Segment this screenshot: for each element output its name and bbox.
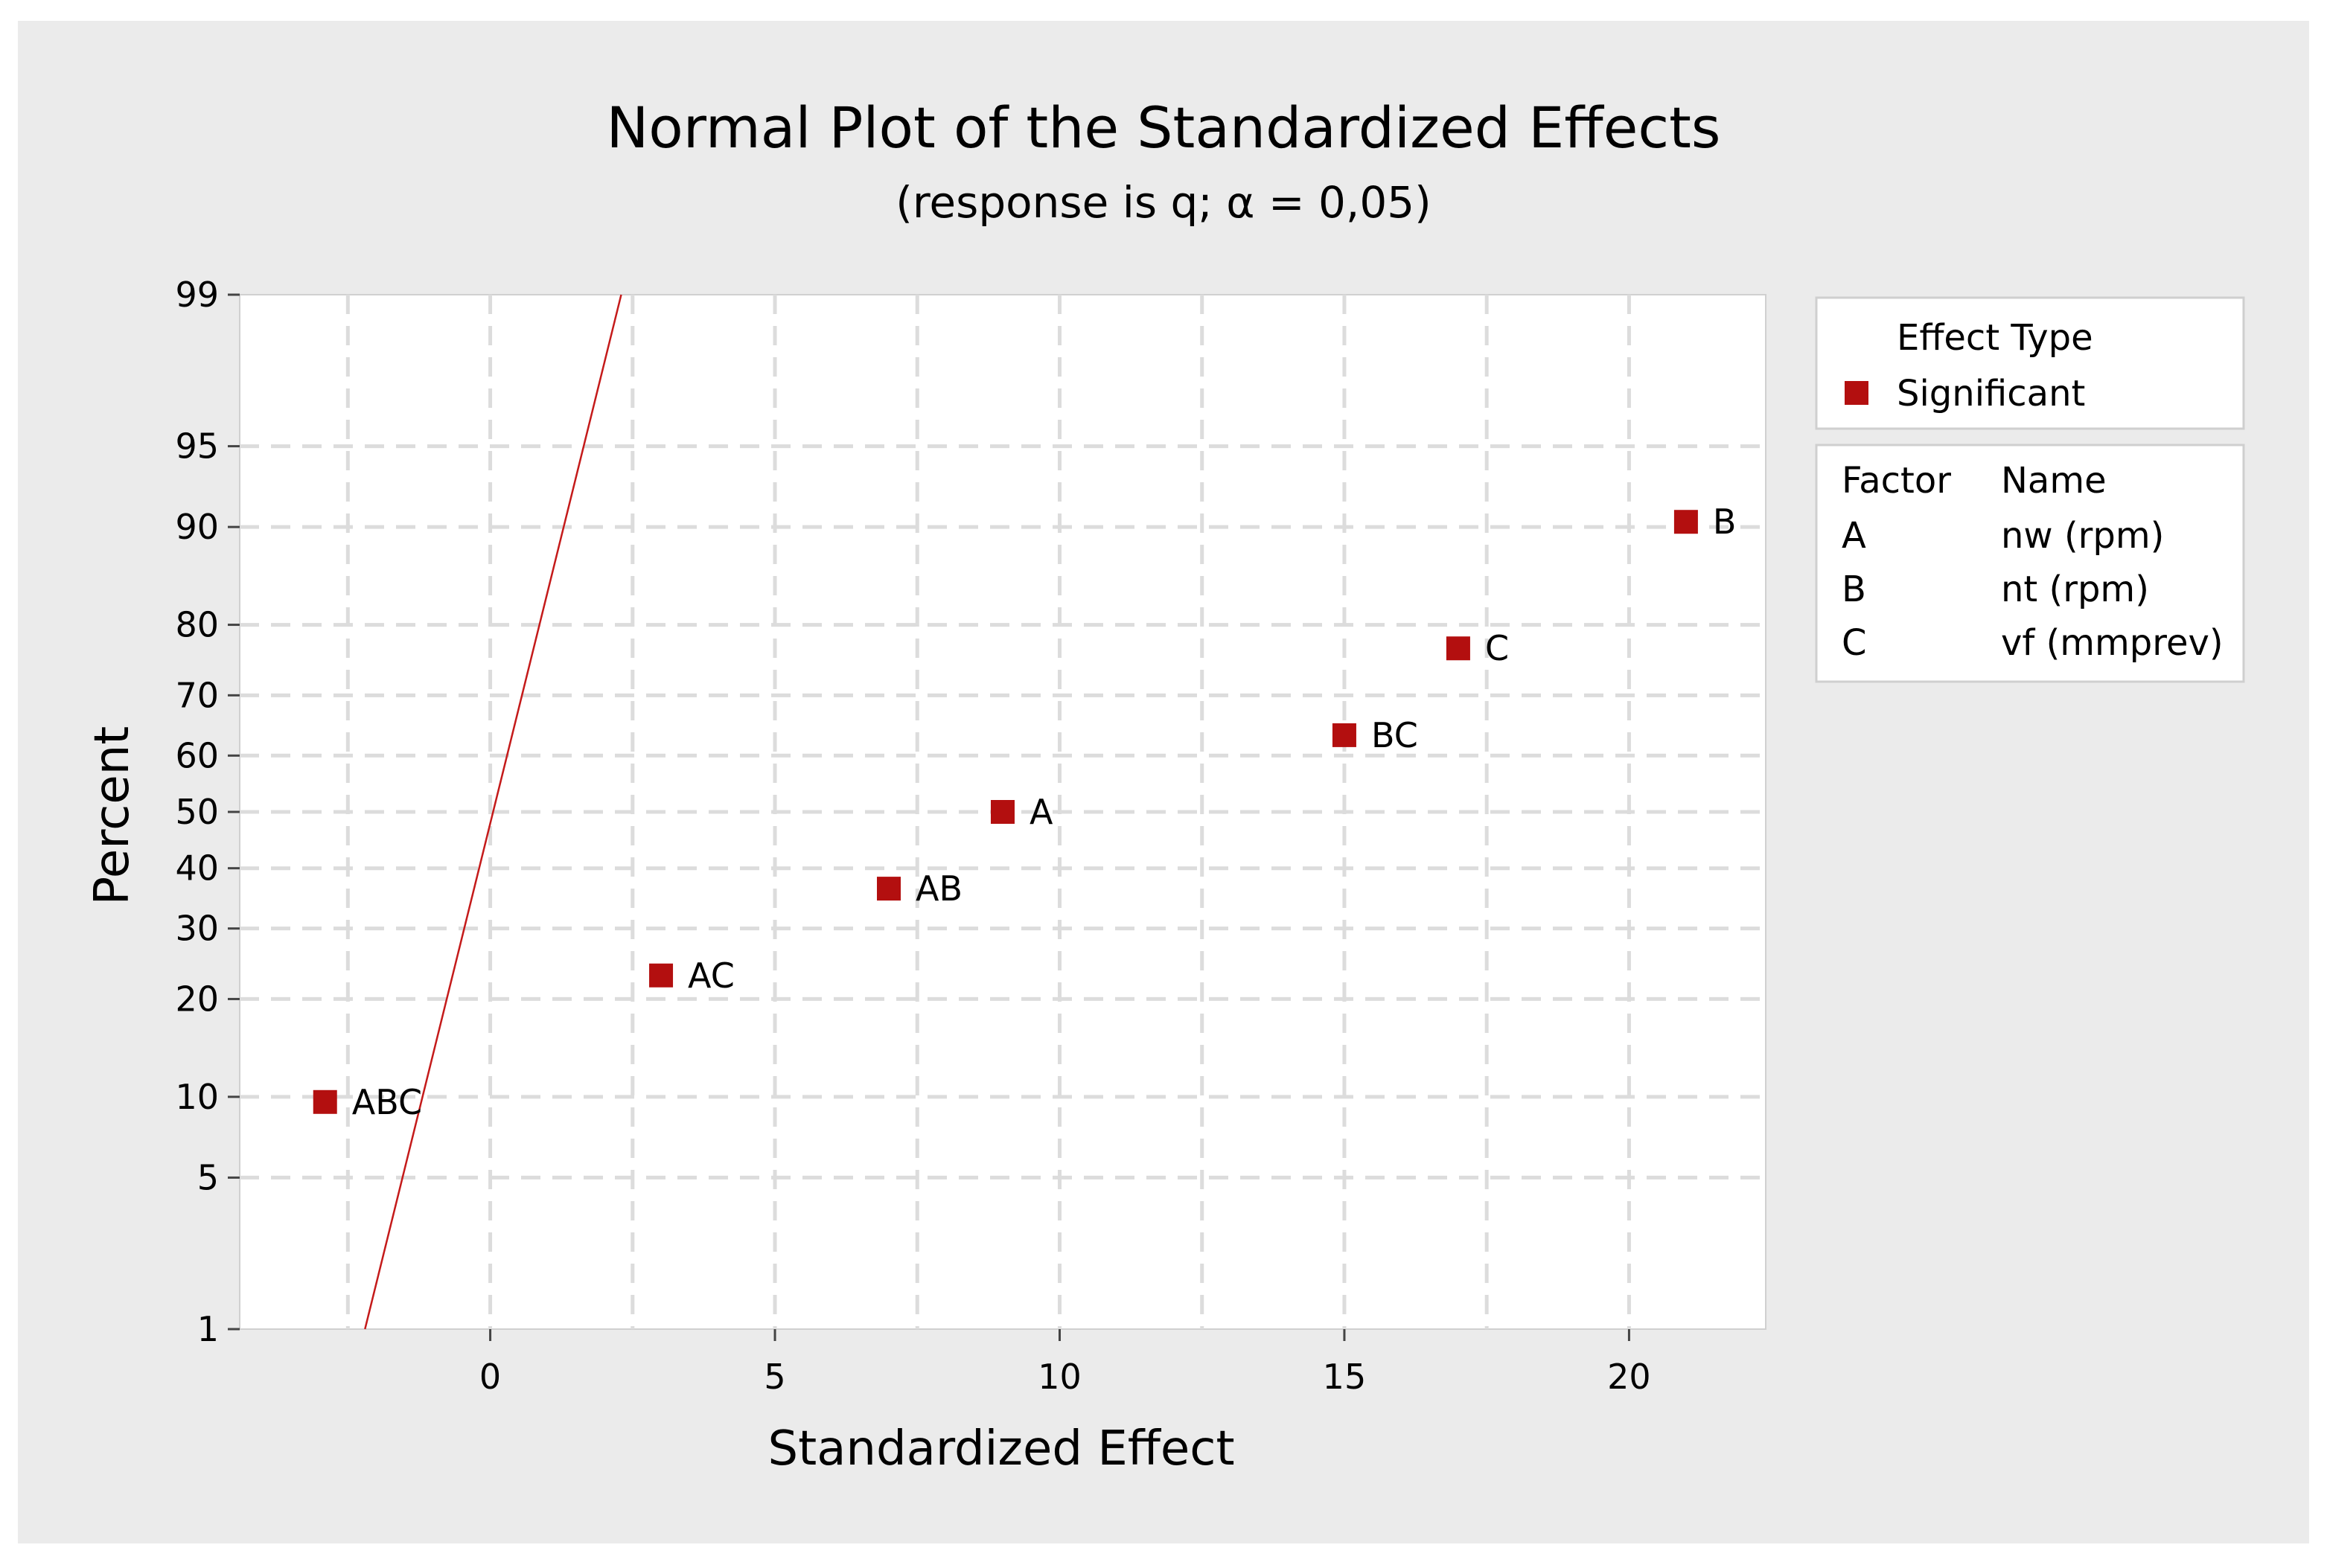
legend-box (1815, 296, 2245, 430)
factor-table-row-a-factor: A (1842, 515, 1866, 557)
y-axis-ticks: 1 5 10 20 30 40 50 60 70 80 90 95 99 (175, 275, 240, 1349)
y-tick-label: 90 (175, 507, 219, 547)
y-tick-label: 40 (175, 848, 219, 889)
y-tick-label: 30 (175, 909, 219, 949)
legend-title: Effect Type (1897, 317, 2093, 359)
y-tick-label: 50 (175, 792, 219, 832)
y-tick-label: 5 (197, 1157, 219, 1197)
chart-subtitle: (response is q; α = 0,05) (896, 177, 1431, 228)
factor-table-box (1815, 444, 2245, 683)
factor-table-header-name: Name (2001, 460, 2107, 502)
x-axis-ticks: 0 5 10 15 20 (479, 1329, 1651, 1397)
data-label-c: C (1485, 628, 1509, 668)
data-label-a: A (1030, 792, 1053, 832)
y-tick-label: 80 (175, 605, 219, 645)
chart-title: Normal Plot of the Standardized Effects (606, 95, 1720, 161)
reference-line (364, 294, 622, 1330)
y-tick-label: 99 (175, 275, 219, 315)
x-tick-label: 5 (764, 1357, 785, 1397)
data-point-c (1446, 636, 1470, 661)
data-point-abc (313, 1089, 337, 1114)
legend-swatch-significant (1845, 381, 1868, 405)
x-tick-label: 0 (479, 1357, 501, 1397)
factor-table-row-a-name: nw (rpm) (2001, 515, 2164, 557)
legend-entry-significant: Significant (1897, 373, 2085, 415)
factor-table-header-factor: Factor (1842, 460, 1951, 502)
y-tick-label: 1 (197, 1309, 219, 1349)
factor-table: Factor Name A nw (rpm) B nt (rpm) C vf (… (1815, 444, 2245, 683)
x-tick-label: 15 (1323, 1357, 1367, 1397)
factor-table-row-b-factor: B (1842, 569, 1866, 610)
y-tick-label: 70 (175, 675, 219, 715)
y-tick-label: 20 (175, 979, 219, 1019)
legend-effect-type: Effect Type Significant (1815, 296, 2245, 430)
gridlines (240, 295, 1766, 1329)
data-label-b: B (1713, 502, 1737, 542)
x-axis-label: Standardized Effect (767, 1421, 1234, 1476)
y-axis-label: Percent (85, 726, 140, 906)
y-tick-label: 95 (175, 426, 219, 467)
data-point-b (1673, 510, 1698, 534)
y-tick-label: 10 (175, 1077, 219, 1117)
data-label-ab: AB (916, 868, 963, 909)
data-label-ac: AC (688, 956, 735, 996)
data-label-abc: ABC (352, 1082, 422, 1122)
data-point-ac (649, 963, 674, 988)
reference-line-layer (364, 294, 622, 1330)
data-label-bc: BC (1371, 715, 1418, 755)
data-point-a (991, 800, 1015, 824)
x-tick-label: 10 (1038, 1357, 1082, 1397)
x-tick-label: 20 (1607, 1357, 1651, 1397)
data-point-ab (877, 877, 901, 901)
data-point-bc (1332, 723, 1356, 747)
factor-table-row-c-factor: C (1842, 622, 1867, 664)
factor-table-row-c-name: vf (mmprev) (2001, 622, 2224, 664)
factor-table-row-b-name: nt (rpm) (2001, 569, 2149, 610)
y-tick-label: 60 (175, 735, 219, 775)
